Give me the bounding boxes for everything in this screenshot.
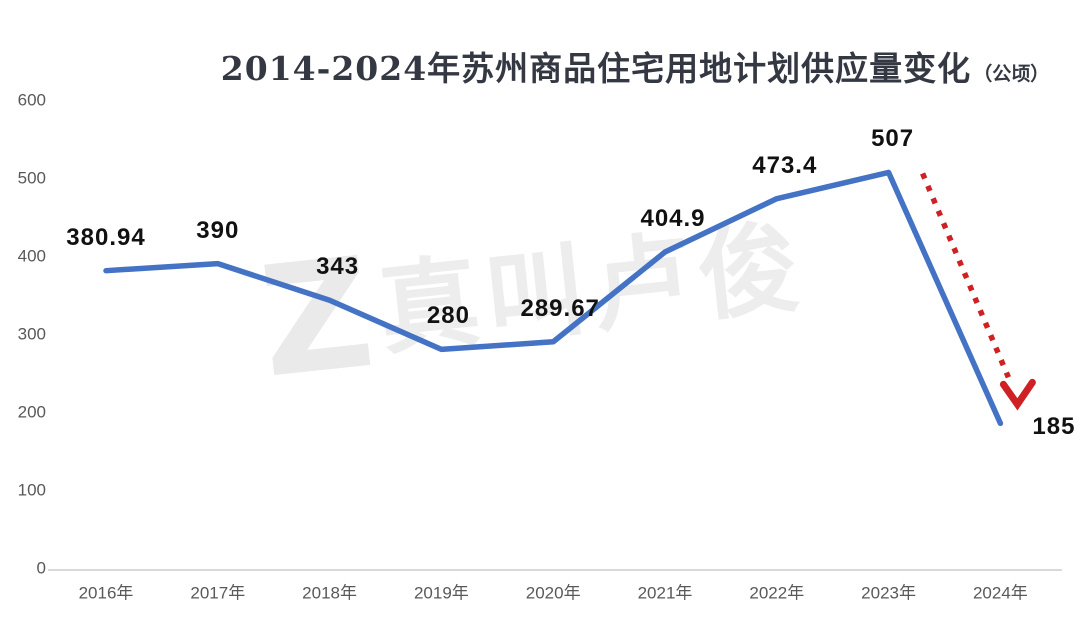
series-line — [103, 169, 1004, 427]
y-tick-label: 200 — [17, 402, 46, 422]
y-tick-label: 600 — [17, 90, 46, 110]
y-tick-label: 300 — [17, 324, 46, 344]
data-point-label: 390 — [196, 216, 240, 244]
x-tick-label: 2018年 — [302, 583, 358, 603]
x-tick-label: 2020年 — [525, 583, 581, 603]
data-point-label: 289.67 — [520, 294, 600, 322]
data-point-label: 404.9 — [640, 205, 706, 232]
data-point-label: 343 — [316, 253, 360, 281]
y-tick-label: 400 — [17, 246, 46, 266]
x-tick-label: 2023年 — [861, 583, 917, 603]
x-tick-label: 2016年 — [78, 583, 134, 603]
decline-arrow-head-icon — [999, 378, 1036, 411]
data-point-label: 507 — [871, 125, 915, 153]
data-point-label: 380.94 — [66, 223, 146, 251]
x-tick-label: 2017年 — [190, 583, 246, 603]
decline-arrow-line — [920, 172, 1011, 379]
chart-title: 2014-2024年苏州商品住宅用地计划供应量变化 （公顷） — [190, 42, 1080, 90]
y-tick-label: 500 — [17, 168, 46, 188]
data-point-label: 280 — [426, 302, 470, 330]
data-point-label: 473.4 — [752, 151, 818, 179]
x-tick-label: 2022年 — [749, 583, 805, 603]
y-tick-label: 100 — [17, 480, 46, 500]
chart-title-text: 2014-2024年苏州商品住宅用地计划供应量变化 — [220, 49, 972, 88]
x-tick-label: 2019年 — [413, 583, 469, 603]
y-tick-label: 0 — [36, 558, 46, 577]
x-tick-label: 2024年 — [972, 583, 1028, 603]
chart-title-unit: （公顷） — [973, 63, 1050, 85]
data-point-label: 185 — [1032, 413, 1076, 441]
x-tick-label: 2021年 — [637, 583, 693, 603]
